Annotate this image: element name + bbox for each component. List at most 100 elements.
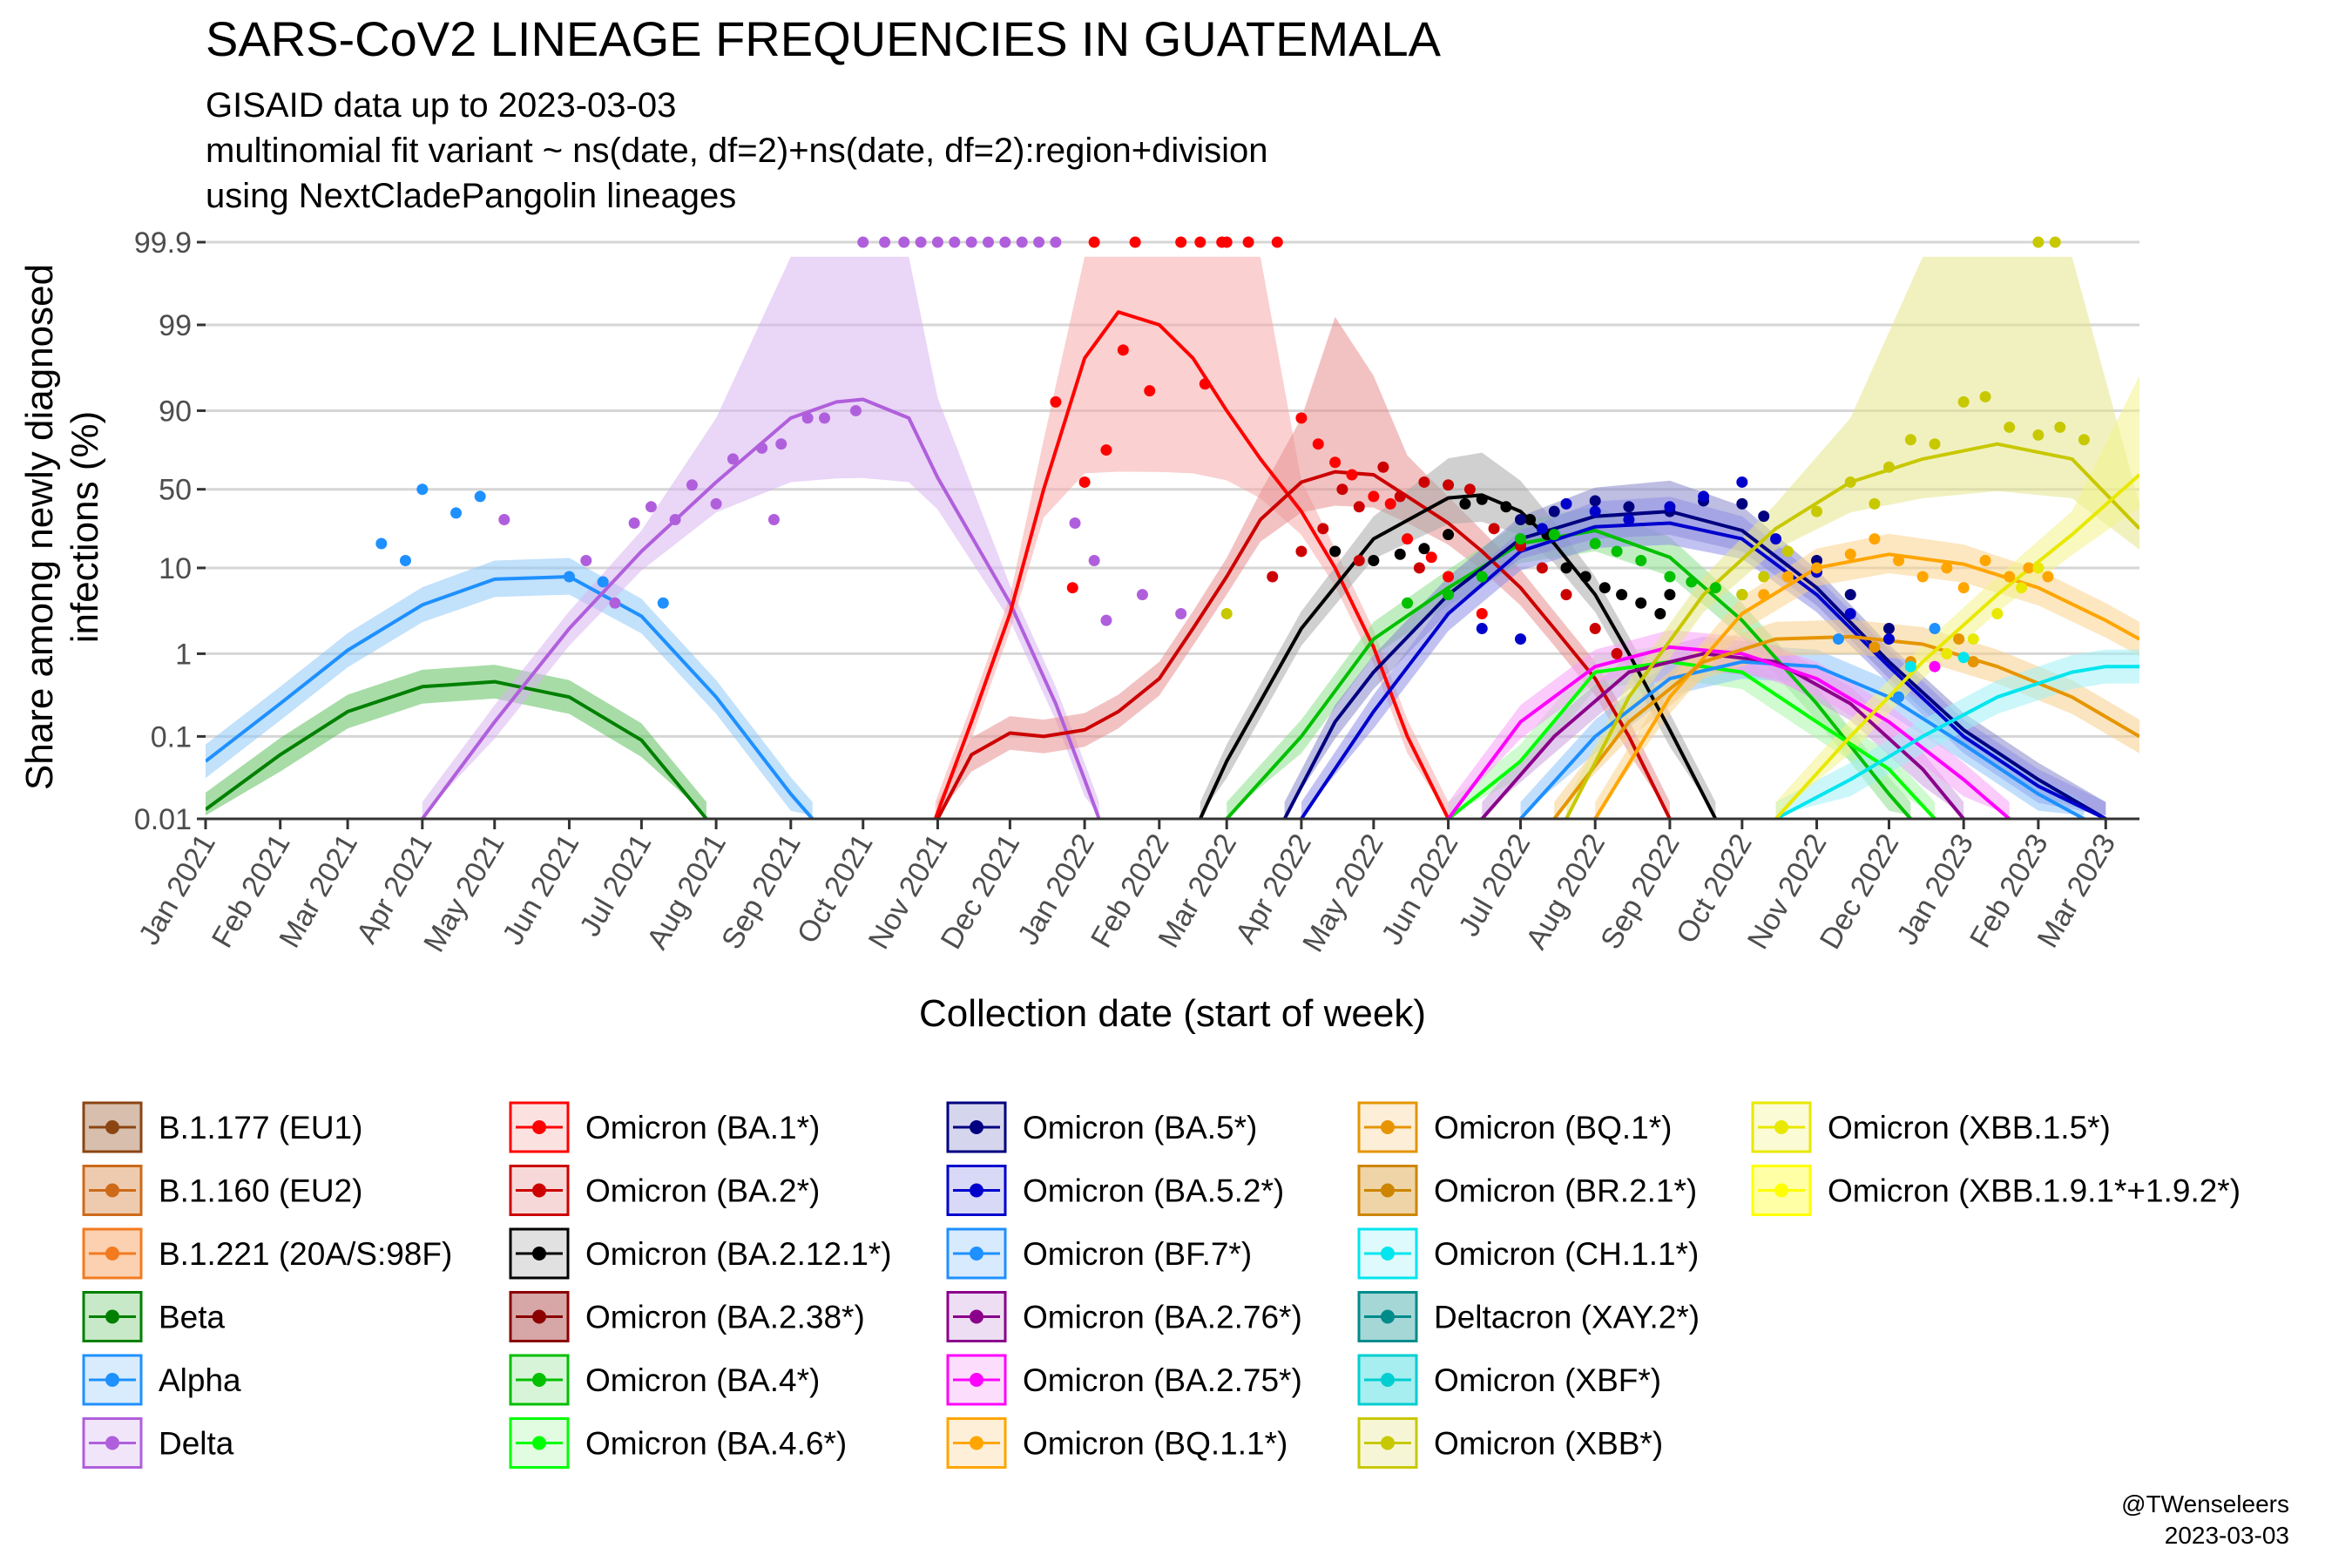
data-point-24-0 [1941, 647, 1953, 659]
legend-label-14: Omicron (BF.7*) [1023, 1236, 1252, 1272]
data-point-17-12 [2042, 571, 2054, 583]
legend-label-23: Omicron (XBB*) [1434, 1426, 1663, 1462]
data-point-17-2 [1811, 562, 1823, 574]
subtitle-line-2: multinomial fit variant ~ ns(date, df=2)… [206, 132, 1268, 170]
y-axis-label-line-1: Share among newly diagnosed [18, 264, 61, 790]
data-point-6-19 [1368, 490, 1380, 503]
fit-lines [206, 310, 2139, 819]
legend-label-21: Deltacron (XAY.2*) [1434, 1300, 1700, 1335]
data-point-6-16 [1312, 438, 1324, 450]
data-point-8-12 [1598, 582, 1611, 594]
legend-dot-25 [1774, 1183, 1788, 1198]
data-point-8-3 [1418, 543, 1430, 555]
data-point-7-7 [1418, 476, 1430, 488]
legend-label-2: B.1.221 (20A/S:98F) [159, 1236, 452, 1272]
chart-title: SARS-CoV2 LINEAGE FREQUENCIES IN GUATEMA… [206, 11, 1442, 66]
data-point-5-3 [628, 517, 640, 529]
data-point-18-3 [1967, 656, 1979, 668]
legend-item-17: Omicron (BQ.1.1*) [946, 1417, 1288, 1469]
data-point-13-1 [1514, 633, 1526, 645]
data-point-5-26 [1050, 236, 1062, 248]
data-point-13-9 [1770, 533, 1782, 545]
data-point-5-1 [580, 555, 592, 567]
data-point-5-31 [1175, 607, 1187, 619]
data-point-10-4 [1548, 529, 1560, 541]
data-point-6-2 [1078, 476, 1091, 488]
legend-label-11: Omicron (BA.4.6*) [585, 1426, 847, 1462]
data-point-6-11 [1194, 236, 1206, 248]
data-point-14-2 [1929, 623, 1941, 635]
legend-dot-11 [532, 1436, 546, 1450]
legend-dot-12 [970, 1120, 983, 1134]
data-point-6-6 [1175, 236, 1187, 248]
legend-dot-5 [105, 1436, 119, 1450]
fit-line-11 [1447, 659, 1936, 819]
fit-line-18 [1552, 634, 2139, 819]
y-tick-label-3: 10 [159, 552, 192, 585]
data-point-24-2 [1991, 607, 2004, 619]
y-tick-label-0: 0.01 [134, 803, 192, 836]
confidence-band-23 [1566, 256, 2139, 816]
confidence-band-5 [422, 256, 1099, 816]
legend-dot-23 [1381, 1436, 1395, 1450]
data-point-5-14 [849, 404, 862, 416]
x-tick-label-6: Jul 2021 [573, 828, 658, 942]
confidence-band-4 [206, 558, 813, 816]
legend-item-3: Beta [82, 1291, 226, 1342]
data-point-5-4 [645, 501, 657, 513]
legend-label-0: B.1.177 (EU1) [159, 1110, 362, 1146]
legend-dot-7 [532, 1183, 546, 1198]
subtitle-line-1: GISAID data up to 2023-03-03 [206, 86, 676, 125]
data-point-23-1 [1736, 589, 1748, 601]
legend: B.1.177 (EU1) B.1.160 (EU2) B.1.221 (20A/S… [82, 1101, 2240, 1469]
legend-item-8: Omicron (BA.2.12.1*) [509, 1227, 892, 1280]
data-point-6-9 [1242, 236, 1254, 248]
data-point-17-0 [1758, 589, 1770, 601]
data-point-23-4 [1811, 505, 1823, 517]
data-point-13-3 [1560, 497, 1572, 510]
data-point-10-10 [1709, 582, 1721, 594]
data-point-7-5 [1377, 461, 1389, 473]
data-point-13-0 [1476, 623, 1488, 635]
legend-dot-10 [532, 1373, 546, 1387]
data-point-7-15 [1611, 647, 1623, 659]
data-point-5-6 [686, 479, 698, 491]
legend-label-5: Delta [159, 1426, 234, 1462]
legend-dot-24 [1774, 1120, 1788, 1134]
legend-item-9: Omicron (BA.2.38*) [509, 1291, 865, 1342]
legend-dot-6 [532, 1120, 546, 1134]
credit-handle: @TWenseleers [2121, 1490, 2289, 1517]
data-point-10-7 [1635, 555, 1647, 567]
data-point-7-13 [1560, 589, 1572, 601]
data-point-20-1 [1957, 652, 1970, 664]
data-point-23-10 [1957, 395, 1970, 408]
legend-label-1: B.1.160 (EU2) [159, 1173, 362, 1209]
fit-line-3 [206, 679, 708, 819]
legend-label-8: Omicron (BA.2.12.1*) [585, 1236, 892, 1272]
data-point-4-0 [375, 537, 388, 550]
legend-dot-14 [970, 1247, 983, 1260]
data-point-17-11 [2023, 562, 2035, 574]
data-point-5-22 [983, 236, 995, 248]
data-point-6-1 [1066, 582, 1078, 594]
data-point-17-7 [1941, 562, 1953, 574]
data-point-5-5 [669, 513, 681, 525]
data-point-6-7 [1199, 378, 1211, 390]
data-point-23-9 [1929, 438, 1941, 450]
data-point-6-0 [1050, 395, 1062, 408]
x-axis-label: Collection date (start of week) [919, 992, 1426, 1035]
legend-label-22: Omicron (XBF*) [1434, 1362, 1661, 1398]
legend-dot-22 [1381, 1373, 1395, 1387]
confidence-band-13 [1301, 497, 2106, 816]
data-point-8-14 [1635, 597, 1647, 609]
data-point-5-13 [819, 412, 831, 424]
data-point-7-1 [1295, 545, 1308, 558]
legend-item-16: Omicron (BA.2.75*) [946, 1354, 1302, 1406]
data-point-4-7 [657, 597, 669, 609]
subtitle-line-3: using NextCladePangolin lineages [206, 177, 736, 215]
data-point-7-6 [1394, 490, 1406, 503]
y-tick-label-4: 50 [159, 474, 192, 507]
data-point-8-7 [1500, 501, 1512, 513]
confidence-band-16 [1448, 630, 2010, 816]
